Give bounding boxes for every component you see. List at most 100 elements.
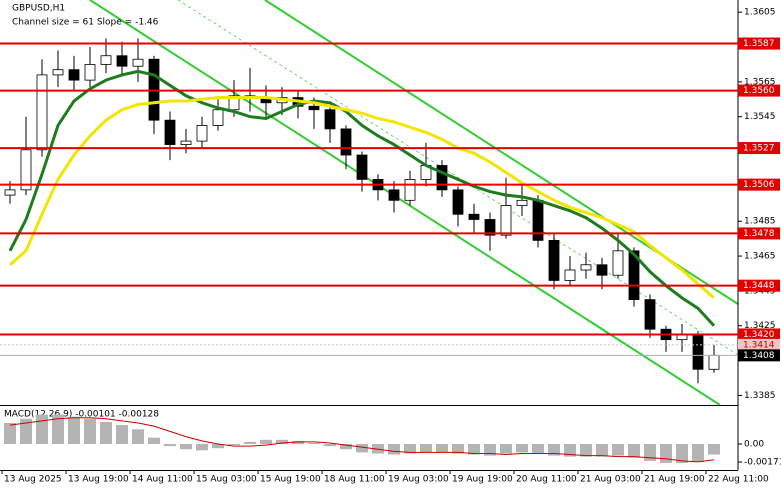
channel-lower — [89, 0, 721, 406]
y-tick-label: 1.3565 — [744, 77, 776, 87]
x-tick-label: 13 Aug 19:00 — [68, 475, 129, 485]
level-label: 1.3506 — [743, 180, 775, 190]
level-box — [738, 328, 780, 341]
macd-bar — [180, 444, 192, 450]
x-tick-label: 22 Aug 11:00 — [708, 475, 769, 485]
macd-bar — [484, 444, 496, 456]
level-label: 1.3587 — [743, 39, 775, 49]
x-tick-label: 15 Aug 19:00 — [260, 475, 321, 485]
macd-bar — [452, 444, 464, 454]
x-tick-label: 20 Aug 11:00 — [516, 475, 577, 485]
candle-body — [644, 299, 656, 330]
level-box — [738, 178, 780, 191]
x-tick-label: 19 Aug 19:00 — [452, 475, 513, 485]
channel-middle — [177, 0, 739, 356]
macd-bar — [52, 414, 64, 445]
macd-bar — [516, 444, 528, 453]
level-label: 1.3448 — [743, 281, 775, 291]
macd-bar — [4, 422, 16, 445]
macd-bar — [612, 444, 624, 456]
macd-bar — [644, 444, 656, 461]
candle-body — [36, 74, 48, 151]
level-box — [738, 279, 780, 292]
macd-bar — [196, 444, 208, 451]
macd-bar — [84, 418, 96, 445]
y-tick-label: 1.3465 — [744, 252, 776, 262]
candle-body — [68, 69, 80, 81]
candle-body — [628, 250, 640, 301]
macd-y-tick-label: 0.00 — [744, 440, 764, 450]
macd-bar — [404, 444, 416, 454]
moving-average — [8, 69, 716, 327]
candle-body — [4, 189, 16, 196]
candle-body — [564, 269, 576, 281]
candle-body — [436, 165, 448, 191]
candle-body — [692, 334, 704, 370]
x-tick-label: 21 Aug 03:00 — [580, 475, 641, 485]
level-box — [738, 84, 780, 97]
candle-body — [308, 105, 320, 111]
plot — [4, 38, 720, 384]
level-label: 1.3478 — [743, 229, 775, 239]
macd-bar — [260, 439, 272, 445]
macd-bar — [244, 441, 256, 445]
candle-body — [84, 64, 96, 81]
candle-body — [548, 239, 560, 281]
candle-body — [708, 354, 720, 370]
macd-bar — [68, 416, 80, 445]
macd-bar — [532, 444, 544, 454]
candle-body — [356, 154, 368, 180]
macd-bar — [100, 421, 112, 445]
level-box — [738, 142, 780, 155]
macd-bar — [36, 414, 48, 445]
candle-body — [100, 55, 112, 65]
macd-bar — [596, 444, 608, 457]
candle-body — [52, 69, 64, 76]
candle-body — [580, 264, 592, 271]
macd-bar — [500, 444, 512, 454]
macd-bar — [548, 444, 560, 456]
y-tick-label: 1.3605 — [744, 8, 776, 18]
x-tick-label: 18 Aug 11:00 — [324, 475, 385, 485]
macd-bar — [564, 444, 576, 457]
macd-bar — [388, 444, 400, 455]
candle-body — [324, 109, 336, 130]
macd-y-tick-label: -0.00171 — [744, 458, 781, 468]
macd-bar — [692, 444, 704, 462]
macd-bar — [708, 444, 720, 455]
candle-body — [516, 199, 528, 206]
macd-bar — [628, 444, 640, 458]
level-label: 1.3527 — [743, 144, 775, 154]
macd-bar — [676, 444, 688, 463]
x-tick-label: 15 Aug 03:00 — [196, 475, 257, 485]
y-tick-label: 1.3545 — [744, 112, 776, 122]
x-tick-label: 13 Aug 2025 — [4, 475, 62, 485]
x-tick-label: 14 Aug 11:00 — [132, 475, 193, 485]
y-tick-label: 1.3425 — [744, 321, 776, 331]
candle-body — [132, 58, 144, 67]
candle-body — [340, 128, 352, 156]
candle-body — [388, 189, 400, 201]
macd-bar — [372, 444, 384, 454]
level-box — [738, 37, 780, 50]
macd-bar — [20, 418, 32, 445]
y-tick-label: 1.3385 — [744, 391, 776, 401]
macd-bar — [148, 437, 160, 445]
macd-bar — [308, 442, 320, 445]
macd-bar — [276, 439, 288, 445]
candle-body — [500, 205, 512, 236]
candle-body — [20, 149, 32, 191]
macd-title: MACD(12,26,9) -0.00101 -0.00128 — [4, 410, 159, 420]
candle-body — [596, 264, 608, 276]
candle-body — [228, 95, 240, 111]
y-tick-label: 1.3485 — [744, 217, 776, 227]
macd-bar — [340, 444, 352, 450]
chart-subtitle: Channel size = 61 Slope = -1.46 — [12, 18, 159, 28]
level-box — [738, 227, 780, 240]
moving-average — [9, 96, 715, 300]
candle-body — [212, 109, 224, 126]
slope-box — [738, 338, 780, 351]
chart-title: GBPUSD,H1 — [12, 4, 65, 14]
level-label: 1.3420 — [743, 330, 775, 340]
